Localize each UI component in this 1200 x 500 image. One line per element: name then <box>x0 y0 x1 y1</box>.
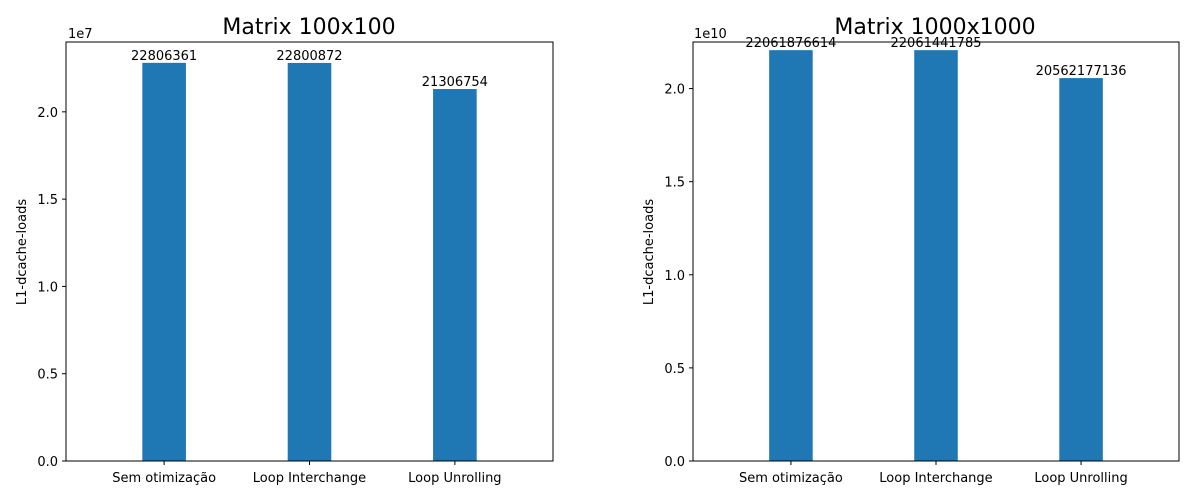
data-label: 22061441785 <box>891 36 982 51</box>
y-offset-label: 1e7 <box>68 27 93 42</box>
y-tick-label: 1.0 <box>664 269 685 284</box>
x-tick-label: Loop Unrolling <box>1034 471 1127 486</box>
data-labels: 22806361 22800872 21306754 <box>131 49 488 90</box>
x-tick-label: Sem otimização <box>112 471 216 486</box>
y-tick-label: 2.0 <box>37 106 58 121</box>
y-tick-label: 0.5 <box>664 362 685 377</box>
bars <box>142 62 477 461</box>
x-ticks: Sem otimização Loop Interchange Loop Unrol… <box>112 461 502 486</box>
y-tick-label: 1.5 <box>664 176 685 191</box>
data-labels: 22061876614 22061441785 20562177136 <box>745 36 1126 79</box>
y-ticks: 0.0 0.5 1.0 1.5 2.0 <box>664 83 693 470</box>
y-ticks: 0.0 0.5 1.0 1.5 2.0 <box>37 106 66 470</box>
y-axis-label: L1-dcache-loads <box>642 199 657 305</box>
bar <box>1059 78 1103 461</box>
x-tick-label: Sem otimização <box>739 471 843 486</box>
y-axis-label: L1-dcache-loads <box>15 199 30 305</box>
y-tick-label: 1.0 <box>37 280 58 295</box>
x-tick-label: Loop Unrolling <box>408 471 501 486</box>
bar <box>287 62 332 461</box>
y-tick-label: 2.0 <box>664 83 685 98</box>
bar <box>142 62 186 461</box>
data-label: 22800872 <box>276 49 342 64</box>
plot-frame <box>65 41 554 462</box>
y-tick-label: 0.5 <box>37 368 58 383</box>
data-label: 22061876614 <box>745 36 836 51</box>
data-label: 22806361 <box>131 49 197 64</box>
plot-frame <box>692 41 1180 462</box>
x-ticks: Sem otimização Loop Interchange Loop Unrol… <box>739 461 1128 486</box>
chart-title: Matrix 100x100 <box>222 15 395 40</box>
data-label: 21306754 <box>422 75 488 90</box>
bar <box>769 50 813 461</box>
chart-matrix-1000: Matrix 1000x1000 1e10 L1-dcache-loads 22… <box>642 15 1180 486</box>
y-tick-label: 0.0 <box>664 455 685 470</box>
bar <box>433 89 477 461</box>
x-tick-label: Loop Interchange <box>879 471 992 486</box>
bar <box>914 50 958 461</box>
y-offset-label: 1e10 <box>694 27 727 42</box>
y-tick-label: 1.5 <box>37 193 58 208</box>
bars <box>769 50 1103 461</box>
chart-matrix-100: Matrix 100x100 1e7 L1-dcache-loads 22806… <box>15 15 554 486</box>
y-tick-label: 0.0 <box>37 455 58 470</box>
data-label: 20562177136 <box>1036 64 1127 79</box>
x-tick-label: Loop Interchange <box>253 471 366 486</box>
chart-title: Matrix 1000x1000 <box>834 15 1035 40</box>
